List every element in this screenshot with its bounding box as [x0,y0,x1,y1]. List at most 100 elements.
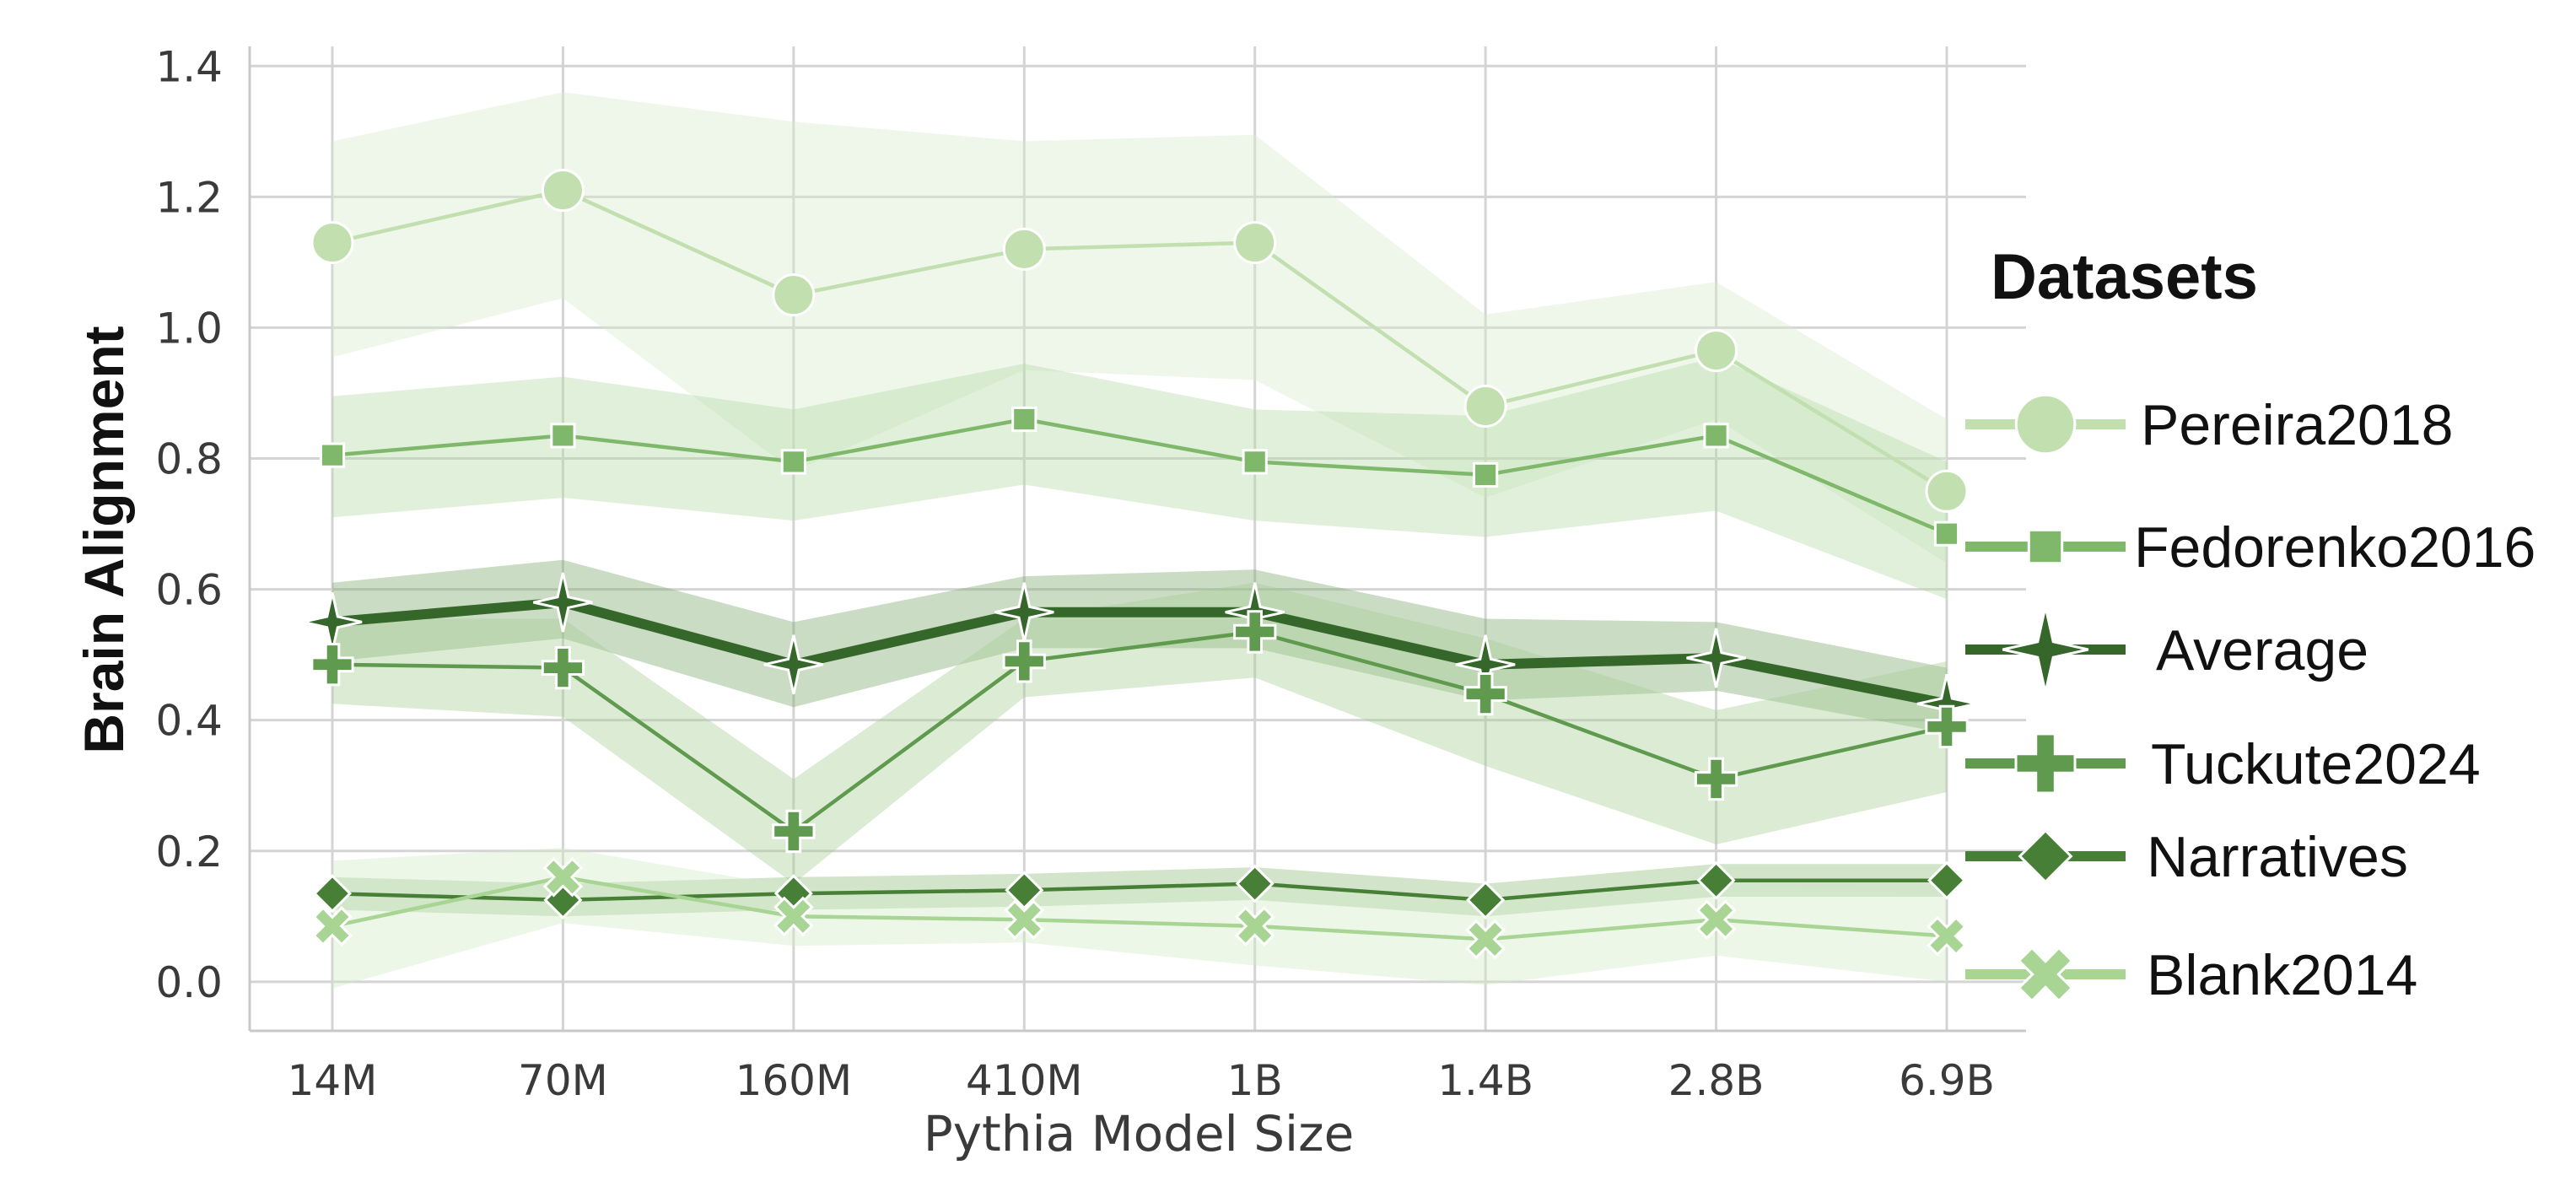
point-tuckute2024 [1463,672,1507,716]
point-average [763,634,824,695]
line-narratives [331,878,1947,903]
point-blank2014 [773,896,814,937]
y-tick-label: 1.4 [155,42,223,91]
legend-item-fedorenko2016: Fedorenko2016 [1965,515,2536,580]
point-fedorenko2016 [1242,449,1268,475]
point-blank2014 [312,906,353,946]
marker-shape [1696,860,1736,900]
legend-item-pereira2018: Pereira2018 [1965,393,2453,457]
marker-shape [1463,384,1507,428]
legend-item-average: Average [1965,606,2369,693]
y-tick-label: 0.6 [155,566,223,615]
marker-shape [1011,406,1037,433]
x-tick-label: 1.4B [1437,1056,1533,1105]
y-axis-title: Brain Alignment [73,326,135,753]
y-tick-label: 1.0 [155,304,223,353]
marker-shape [773,896,814,937]
marker-shape [1686,628,1746,688]
y-tick-label: 1.2 [155,173,223,222]
point-narratives [1927,860,1967,900]
point-blank2014 [542,857,584,898]
marker-shape [312,874,353,914]
legend-marker-average [2002,606,2089,693]
band-pereira2018 [332,92,1947,564]
y-tick-label: 0.8 [155,435,223,484]
marker-shape [541,169,585,213]
marker-shape [1233,610,1277,654]
legend-item-narratives: Narratives [1965,825,2408,889]
marker-shape [1002,227,1046,271]
point-pereira2018 [541,169,585,213]
marker-shape [310,643,354,687]
x-tick-label: 160M [736,1056,853,1105]
legend-items: Pereira2018 Fedorenko2016 Average Tuckute20… [1965,393,2536,1007]
point-blank2014 [1465,919,1506,960]
marker-shape [1465,919,1506,960]
legend-item-blank2014: Blank2014 [1965,943,2417,1007]
legend-marker-tuckute2024 [2014,732,2077,795]
band-narratives [332,864,1947,917]
confidence-bands [332,92,1947,989]
marker-shape [312,906,353,946]
marker-shape [763,634,824,695]
band-fedorenko2016 [332,357,1947,600]
marker-shape [542,857,584,898]
marker-shape [772,809,816,854]
point-fedorenko2016 [1703,423,1729,449]
marker-shape [550,423,576,449]
marker-shape [319,442,346,468]
point-tuckute2024 [772,809,816,854]
marker-shape [1694,757,1738,801]
marker-shape [1004,899,1045,940]
legend-marker-narratives [2018,828,2073,884]
legend-label-pereira2018: Pereira2018 [2141,393,2453,457]
marker-shape [1925,704,1969,749]
marker-shape [1933,520,1960,547]
point-fedorenko2016 [780,449,806,475]
axes [248,46,2026,1033]
marker-shape [1463,672,1507,716]
point-average [1686,628,1746,688]
point-tuckute2024 [1694,757,1738,801]
point-fedorenko2016 [1473,461,1499,488]
point-tuckute2024 [310,643,354,687]
point-narratives [1466,880,1506,919]
point-pereira2018 [1463,384,1507,428]
marker-shape [2018,828,2073,884]
x-tick-label: 410M [966,1056,1083,1105]
band-blank2014 [332,847,1947,989]
marker-shape [1002,639,1046,683]
marker-shape [533,572,593,633]
marker-shape [1233,221,1277,265]
point-pereira2018 [1002,227,1046,271]
marker-shape [1466,880,1506,919]
point-pereira2018 [1695,329,1738,373]
marker-shape [1703,423,1729,449]
series-markers [302,169,1977,960]
point-blank2014 [1927,915,1967,957]
legend-label-blank2014: Blank2014 [2147,943,2417,1007]
marker-shape [1927,860,1967,900]
x-tick-label: 70M [518,1056,608,1105]
marker-shape [541,646,585,690]
point-pereira2018 [310,221,354,265]
legend: Datasets Pereira2018 Fedorenko2016 Average… [1965,241,2536,1007]
marker-shape [2014,732,2077,795]
legend-label-average: Average [2156,618,2369,682]
point-average [533,572,593,633]
series-lines [331,188,1948,941]
marker-shape [1242,449,1268,475]
point-pereira2018 [1233,221,1277,265]
marker-shape [1473,461,1499,488]
marker-shape [1925,469,1969,513]
legend-marker-fedorenko2016 [2027,528,2064,565]
line-pereira2018 [331,188,1948,493]
point-narratives [1005,871,1044,910]
point-fedorenko2016 [1933,520,1960,547]
y-tick-label: 0.2 [155,828,223,876]
y-tick-label: 0.0 [155,958,223,1007]
point-blank2014 [1234,906,1275,946]
marker-shape [2014,393,2077,456]
